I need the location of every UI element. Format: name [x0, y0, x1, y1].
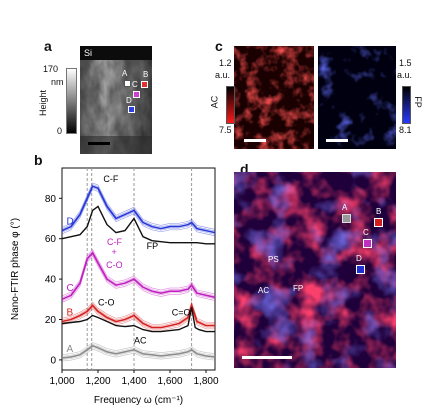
x-tick-label: 1,400 — [121, 376, 146, 387]
afm-marker-label-d: D — [126, 96, 132, 105]
annotation-fp: FP — [147, 241, 159, 251]
map-marker-label-b: B — [376, 207, 382, 216]
map-marker-b — [374, 218, 383, 227]
x-tick-label: 1,600 — [157, 376, 182, 387]
series-replicate-D — [61, 188, 216, 237]
height-colorbar-max: 170 — [43, 64, 59, 74]
afm-marker-label-c: C — [132, 80, 138, 89]
series-label-C: C — [67, 283, 74, 294]
ac-colorbar-title: AC — [209, 95, 220, 109]
series-label-A: A — [67, 344, 74, 355]
afm-si-label: Si — [84, 48, 93, 58]
fp-colorbar — [402, 86, 411, 124]
y-tick-label: 80 — [45, 194, 57, 205]
series-replicate-C — [61, 255, 216, 303]
y-tick-label: 60 — [45, 234, 57, 245]
series-replicate-A — [61, 342, 216, 355]
series-replicate-C — [61, 250, 216, 299]
composite-map — [234, 172, 396, 368]
series-line-C — [61, 251, 216, 301]
afm-marker-b — [141, 81, 148, 88]
series-line-FP — [61, 205, 215, 245]
map-marker-label-c: C — [363, 228, 369, 237]
fp-colorbar-unit: a.u. — [397, 70, 413, 80]
annotation-c=o: C=O — [172, 307, 191, 317]
map-region-ac: AC — [258, 286, 270, 295]
series-line-AC — [61, 307, 215, 333]
height-colorbar-min: 0 — [57, 126, 63, 136]
chart-frame — [61, 167, 216, 371]
nano-ftir-spectra-chart: 1,000 1,200 1,400 1,600 1,800 0 20 40 60 80 Freque… — [10, 167, 219, 406]
annotation-co-mid: C-O — [106, 260, 123, 270]
fp-colorbar-title: FP — [412, 96, 423, 108]
ac-colorbar-min: 7.5 — [219, 125, 232, 135]
series-replicate-D — [61, 182, 216, 230]
x-tick-label: 1,000 — [49, 376, 74, 387]
afm-height-image — [80, 46, 152, 154]
series-replicate-B — [61, 300, 215, 325]
panel-c-label: c — [215, 38, 223, 54]
annotation-plus: + — [112, 247, 117, 257]
map-marker-d — [356, 265, 365, 274]
series-label-D: D — [67, 217, 74, 228]
y-axis-label: Nano-FTIR phase φ (°) — [10, 218, 21, 320]
fp-map — [318, 46, 396, 149]
panel-b-label: b — [34, 152, 43, 168]
panel-a-label: a — [44, 38, 52, 54]
ac-map — [234, 46, 314, 149]
map-marker-a — [342, 214, 351, 223]
height-colorbar — [66, 68, 77, 134]
fp-colorbar-max: 1.5 — [399, 58, 412, 68]
series-line-A — [61, 344, 216, 359]
series-label-B: B — [67, 307, 74, 318]
annotation-co-low: C-O — [98, 297, 115, 307]
annotation-ac: AC — [134, 336, 147, 346]
y-tick-label: 20 — [45, 315, 57, 326]
x-tick-label: 1,800 — [193, 376, 218, 387]
afm-marker-d — [128, 106, 135, 113]
afm-marker-label-a: A — [122, 69, 128, 78]
afm-marker-label-b: B — [143, 70, 149, 79]
series-replicate-A — [61, 343, 216, 357]
fp-colorbar-min: 8.1 — [399, 125, 412, 135]
panel-d-label: d — [240, 161, 249, 177]
series-replicate-C — [61, 253, 216, 302]
ac-colorbar-max: 1.2 — [219, 58, 232, 68]
annotation-cf-top: C-F — [103, 174, 118, 184]
map-region-fp: FP — [293, 284, 304, 293]
map-marker-label-d: D — [356, 254, 362, 263]
map-marker-c — [363, 239, 372, 248]
afm-marker-c — [133, 91, 140, 98]
series-line-D — [61, 185, 216, 234]
height-colorbar-unit: nm — [51, 77, 64, 87]
x-axis-label: Frequency ω (cm⁻¹) — [94, 395, 183, 406]
series-replicate-A — [61, 347, 216, 360]
ac-colorbar — [226, 86, 235, 124]
y-tick-label: 40 — [45, 275, 57, 286]
x-tick-label: 1,200 — [85, 376, 110, 387]
annotation-cf-mid: C-F — [107, 237, 122, 247]
map-marker-label-a: A — [342, 203, 348, 212]
height-colorbar-title: Height — [38, 89, 49, 117]
ac-colorbar-unit: a.u. — [215, 70, 231, 80]
y-tick-label: 0 — [50, 355, 56, 366]
map-region-ps: PS — [268, 255, 279, 264]
series-replicate-C — [61, 248, 216, 297]
series-replicate-A — [61, 348, 216, 362]
afm-marker-a — [124, 80, 131, 87]
